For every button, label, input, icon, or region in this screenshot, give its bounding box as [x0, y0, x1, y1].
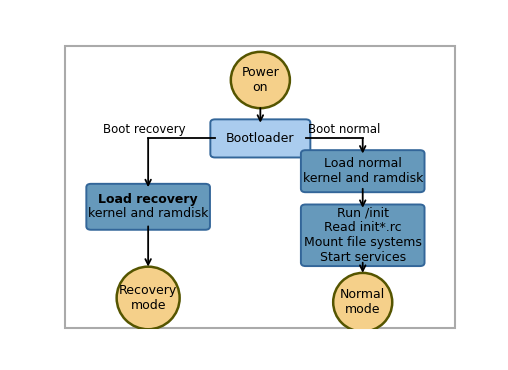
Text: Load recovery: Load recovery	[99, 193, 198, 206]
FancyBboxPatch shape	[86, 184, 210, 230]
Text: Normal
mode: Normal mode	[340, 288, 386, 316]
Ellipse shape	[231, 52, 290, 108]
Ellipse shape	[333, 273, 392, 332]
Text: Load normal
kernel and ramdisk: Load normal kernel and ramdisk	[303, 157, 423, 185]
Text: Power
on: Power on	[241, 66, 279, 94]
Text: Boot normal: Boot normal	[307, 123, 380, 137]
Text: Bootloader: Bootloader	[226, 132, 295, 145]
Text: kernel and ramdisk: kernel and ramdisk	[88, 207, 208, 220]
FancyBboxPatch shape	[210, 120, 310, 158]
Ellipse shape	[117, 267, 180, 329]
Text: Recovery
mode: Recovery mode	[119, 284, 177, 312]
FancyBboxPatch shape	[301, 150, 425, 192]
Text: Run /init
Read init*.rc
Mount file systems
Start services: Run /init Read init*.rc Mount file syste…	[304, 206, 422, 264]
FancyBboxPatch shape	[301, 205, 425, 266]
Text: Boot recovery: Boot recovery	[103, 123, 185, 137]
